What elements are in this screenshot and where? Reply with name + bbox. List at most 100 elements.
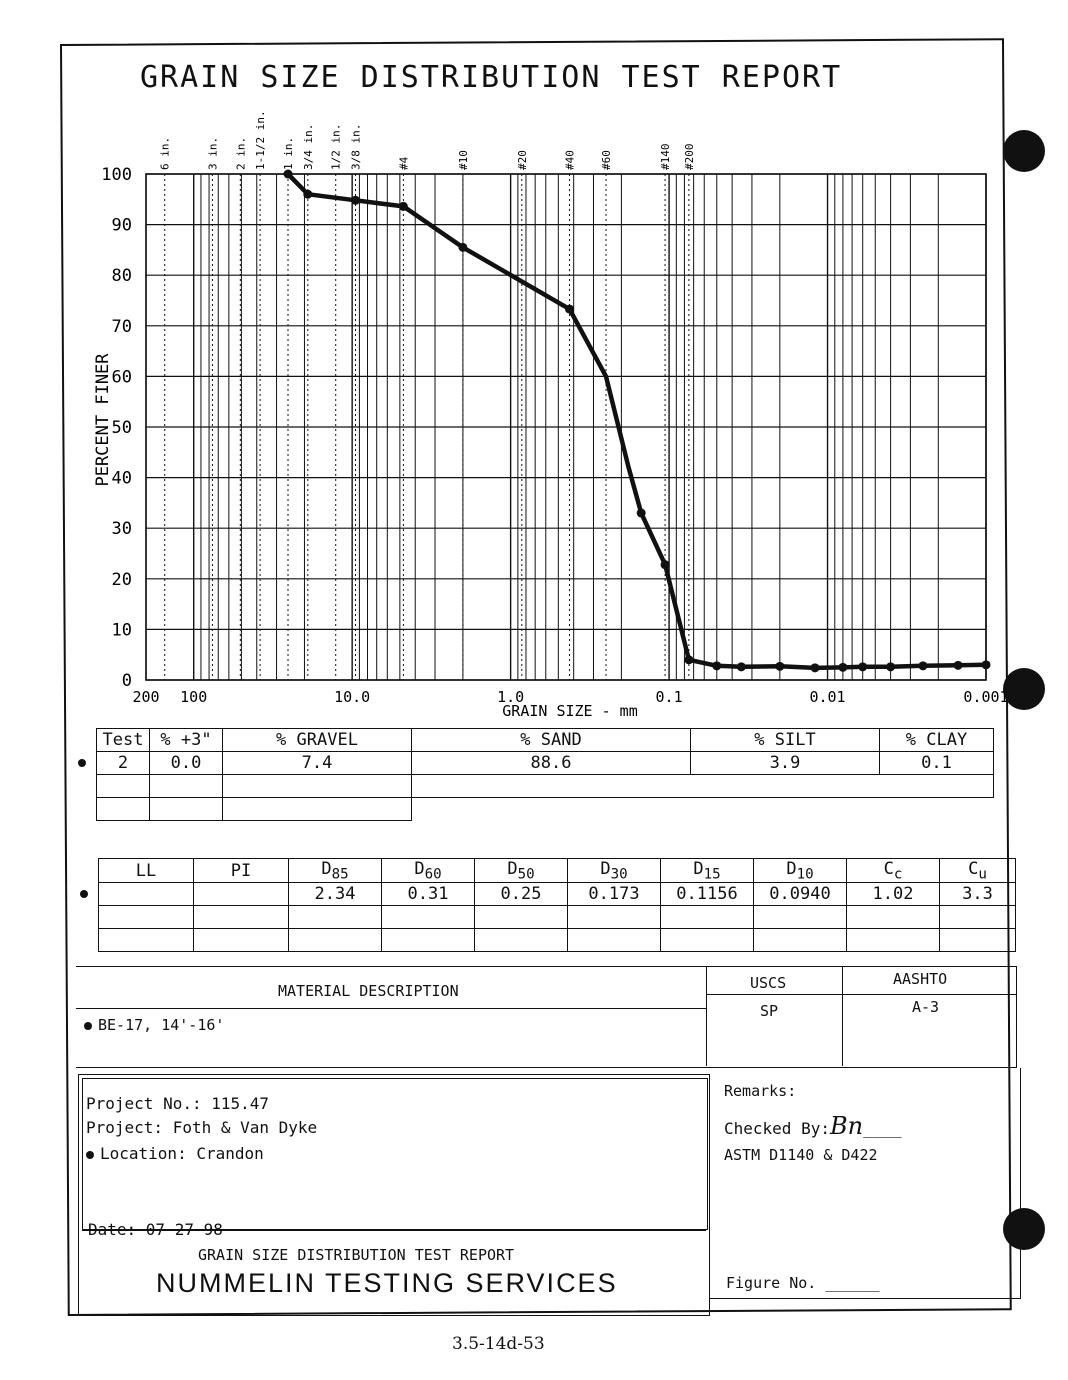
- sieve-label: 3/8 in.: [350, 124, 363, 170]
- data-point: [636, 508, 646, 518]
- cell-d30: 0.173: [567, 882, 661, 907]
- y-tick-label: 20: [112, 570, 132, 590]
- data-point: [712, 661, 722, 671]
- data-point: [398, 201, 408, 211]
- data-point: [953, 660, 963, 670]
- remarks-block: [710, 1068, 1021, 1299]
- punch-hole: [1003, 668, 1045, 710]
- sieve-label: 3/4 in.: [302, 124, 315, 170]
- gradation-parameters-table: LL PI D85 D60 D50 D30 D15 D10 Cc Cu 2.34…: [76, 857, 1016, 953]
- data-point: [283, 169, 293, 179]
- header-plus3: % +3": [149, 728, 223, 752]
- cell-test: 2: [96, 751, 150, 775]
- y-tick-label: 10: [112, 620, 132, 640]
- x-axis-label: GRAIN SIZE - mm: [502, 702, 637, 720]
- data-point: [858, 662, 868, 672]
- sieve-labels: 6 in. 3 in. 2 in. 1-1/2 in. 1 in. 3/4 in. 1/2 …: [159, 110, 696, 680]
- data-point: [303, 189, 313, 199]
- y-axis-label: PERCENT FINER: [93, 353, 113, 487]
- company-name: NUMMELIN TESTING SERVICES: [156, 1268, 618, 1298]
- punch-hole: [1003, 130, 1045, 172]
- sieve-label: 6 in.: [159, 137, 172, 170]
- grain-size-chart: 6 in. 3 in. 2 in. 1-1/2 in. 1 in. 3/4 in. 1/2 …: [93, 110, 1009, 720]
- bullet-icon: [78, 759, 86, 767]
- x-tick-label: 0.001: [963, 688, 1008, 706]
- y-tick-label: 0: [122, 671, 132, 691]
- sieve-label: #60: [600, 150, 613, 170]
- y-tick-label: 80: [112, 266, 132, 286]
- header-gravel: % GRAVEL: [222, 728, 412, 752]
- cell-silt: 3.9: [690, 751, 880, 775]
- header-d10: D10: [753, 857, 847, 884]
- cell-gravel: 7.4: [222, 751, 412, 775]
- aashto-header: AASHTO: [893, 970, 948, 988]
- aashto-value: A-3: [912, 998, 940, 1016]
- x-tick-label: 100: [180, 688, 207, 706]
- cell-plus3: 0.0: [149, 751, 223, 775]
- cell-d85: 2.34: [288, 882, 382, 907]
- plot-border: [145, 173, 987, 681]
- sieve-label: 2 in.: [234, 137, 247, 170]
- sieve-label: #4: [397, 156, 410, 170]
- sieve-label: 1/2 in.: [330, 124, 343, 170]
- header-d60: D60: [381, 857, 475, 884]
- cell-cu: 3.3: [939, 882, 1016, 907]
- data-point: [918, 661, 928, 671]
- cell-d50: 0.25: [474, 882, 568, 907]
- y-tick-label: 50: [112, 418, 132, 438]
- header-sand: % SAND: [411, 728, 691, 752]
- x-tick-label: 1.0: [497, 688, 524, 706]
- material-description: BE-17, 14'-16': [84, 1016, 224, 1034]
- sieve-label: #10: [457, 150, 470, 170]
- header-pi: PI: [193, 857, 289, 884]
- y-tick-label: 30: [112, 519, 132, 539]
- y-tick-label: 40: [112, 469, 132, 489]
- checked-by: Checked By:Bn____: [724, 1112, 902, 1140]
- uscs-header: USCS: [750, 974, 787, 992]
- x-tick-label: 0.1: [656, 688, 683, 706]
- sieve-label: 1 in.: [282, 137, 295, 170]
- y-tick-label: 60: [112, 367, 132, 387]
- sieve-label: #20: [516, 150, 529, 170]
- chart-grid: [145, 173, 987, 681]
- uscs-value: SP: [760, 1002, 779, 1020]
- punch-hole: [1003, 1208, 1045, 1250]
- sieve-label: #40: [564, 150, 577, 170]
- y-tick-labels: 0 10 20 30 40 50 60 70 80 90 100: [101, 165, 132, 691]
- material-block: [76, 966, 1017, 1068]
- header-d85: D85: [288, 857, 382, 884]
- project-name: Project: Foth & Van Dyke: [86, 1118, 318, 1137]
- sieve-label: #140: [659, 144, 672, 171]
- data-point: [810, 663, 820, 673]
- cell-d60: 0.31: [381, 882, 475, 907]
- data-point: [684, 655, 694, 665]
- header-d30: D30: [567, 857, 661, 884]
- cell-d15: 0.1156: [660, 882, 754, 907]
- project-location: Location: Crandon: [86, 1144, 264, 1163]
- gradation-markers: [283, 169, 991, 673]
- header-cu: Cu: [939, 857, 1016, 884]
- bullet-icon: [80, 890, 88, 899]
- gradation-curve: [286, 172, 987, 671]
- figure-number: Figure No. ______: [726, 1274, 880, 1292]
- x-tick-label: 0.01: [809, 688, 845, 706]
- cell-ll: [98, 882, 194, 907]
- cell-d10: 0.0940: [753, 882, 847, 907]
- header-ll: LL: [98, 857, 194, 884]
- y-tick-label: 90: [112, 216, 132, 236]
- material-header: MATERIAL DESCRIPTION: [278, 982, 459, 1000]
- data-point: [775, 661, 785, 671]
- data-point: [736, 662, 746, 672]
- header-test: Test: [96, 728, 150, 752]
- data-point: [981, 660, 991, 670]
- data-point: [886, 662, 896, 672]
- cell-clay: 0.1: [879, 751, 994, 775]
- cell-pi: [193, 882, 289, 907]
- y-tick-label: 70: [112, 317, 132, 337]
- bullet-icon: [84, 1021, 92, 1030]
- cell-sand: 88.6: [411, 751, 691, 775]
- header-d50: D50: [474, 857, 568, 884]
- project-number: Project No.: 115.47: [86, 1094, 270, 1113]
- header-cc: Cc: [846, 857, 940, 884]
- astm-standard: ASTM D1140 & D422: [724, 1146, 878, 1164]
